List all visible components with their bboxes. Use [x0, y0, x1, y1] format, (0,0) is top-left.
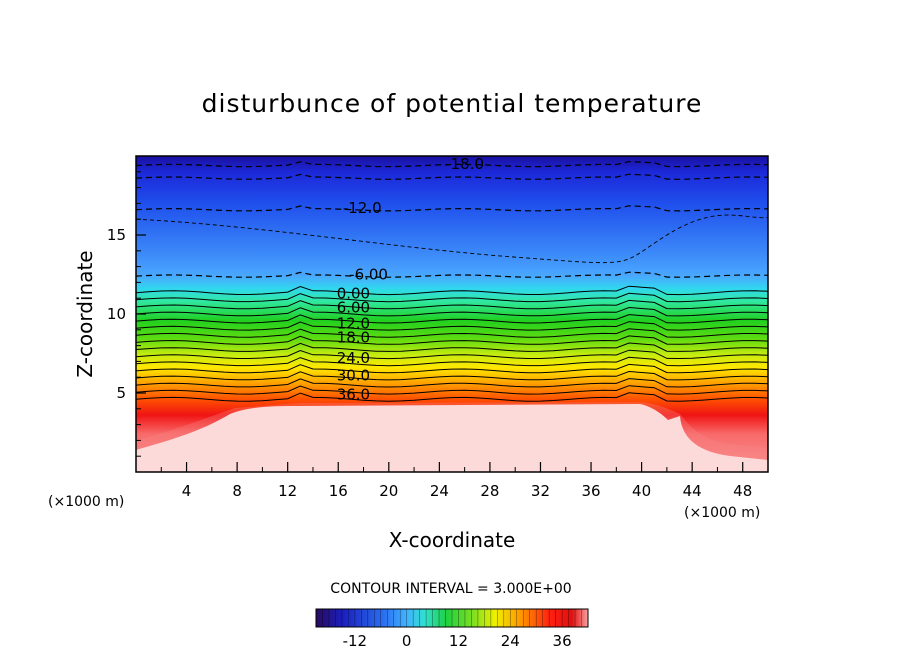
contour-line — [136, 299, 768, 310]
y-axis-label: Z-coordinate — [73, 250, 97, 377]
contour-label: -6.00 — [349, 266, 388, 284]
negative-contour-line — [136, 205, 768, 212]
contour-line — [136, 285, 768, 296]
x-tick-label: 12 — [278, 482, 297, 500]
contour-label: -18.0 — [445, 155, 484, 173]
colorbar-tick-labels: -12 0 12 24 36 — [343, 632, 572, 650]
contour-line — [136, 292, 768, 303]
contour-line — [136, 356, 768, 367]
x-tick-label: 44 — [683, 482, 702, 500]
colorbar-stripes — [322, 609, 582, 627]
terrain-mask — [136, 404, 768, 472]
chart-title: disturbunce of potential temperature — [202, 89, 703, 118]
contour-line — [136, 335, 768, 345]
contour-line — [136, 385, 768, 395]
x-axis-label: X-coordinate — [389, 528, 516, 552]
contour-label: 24.0 — [337, 349, 370, 367]
y-tick-label: 5 — [116, 384, 126, 402]
contour-line — [136, 314, 768, 324]
contour-line — [136, 328, 768, 338]
negative-contour-line — [136, 271, 768, 278]
colorbar-tick-label: 12 — [449, 632, 468, 650]
contour-line — [136, 349, 768, 360]
x-tick-label: 40 — [632, 482, 651, 500]
lower-pink-band — [136, 402, 768, 472]
contour-line — [136, 321, 768, 331]
contour-label: -12.0 — [343, 199, 382, 217]
negative-contour-line — [136, 160, 768, 168]
negative-contour-line — [136, 214, 768, 264]
contour-lines — [136, 160, 768, 402]
colorbar-tick-label: 0 — [402, 632, 412, 650]
y-tick-label: 10 — [107, 305, 126, 323]
contour-line — [136, 363, 768, 374]
contour-label: 6.00 — [337, 299, 370, 317]
x-unit-left: (×1000 m) — [48, 494, 124, 510]
x-tick-label: 20 — [379, 482, 398, 500]
x-unit-right: (×1000 m) — [684, 505, 760, 521]
x-tick-label: 36 — [581, 482, 600, 500]
colorbar-tick-label: 36 — [553, 632, 572, 650]
x-tick-label: 48 — [733, 482, 752, 500]
y-tick-label: 15 — [107, 226, 126, 244]
x-tick-label: 4 — [182, 482, 192, 500]
contour-line — [136, 342, 768, 352]
x-tick-label: 24 — [430, 482, 449, 500]
contour-line — [136, 306, 768, 317]
x-tick-label: 16 — [329, 482, 348, 500]
contour-label: 18.0 — [337, 329, 370, 347]
contour-label: 36.0 — [337, 386, 370, 404]
contour-line — [136, 392, 768, 402]
contour-label: 12.0 — [337, 314, 370, 332]
contour-label: 30.0 — [337, 367, 370, 385]
colorbar-tick-label: -12 — [343, 632, 368, 650]
x-tick-label: 32 — [531, 482, 550, 500]
x-tick-label: 28 — [480, 482, 499, 500]
contour-interval-label: CONTOUR INTERVAL = 3.000E+00 — [330, 581, 571, 597]
contour-line — [136, 378, 768, 388]
x-tick-label: 8 — [232, 482, 242, 500]
contour-label: 0.00 — [337, 284, 370, 302]
colorbar-tick-label: 24 — [501, 632, 520, 650]
negative-contour-line — [136, 173, 768, 180]
contour-line — [136, 370, 768, 381]
contour-field — [136, 156, 768, 472]
